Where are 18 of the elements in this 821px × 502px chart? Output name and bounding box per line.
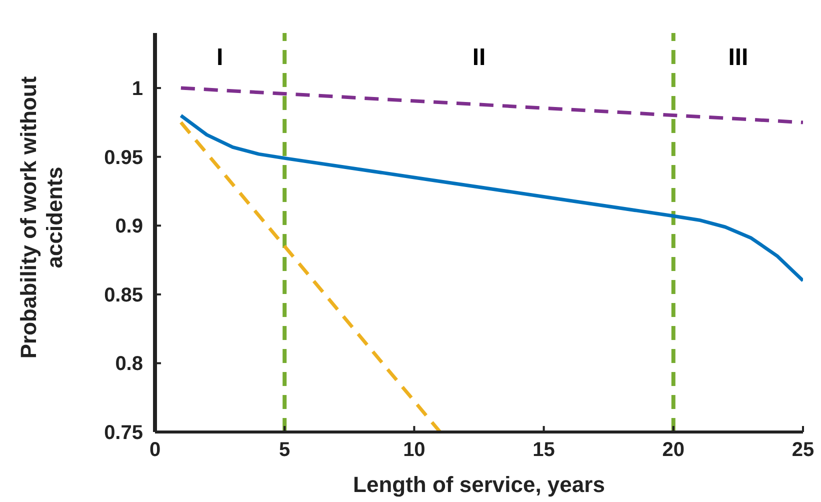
line-series	[179, 114, 803, 282]
y-tick-label: 0.95	[104, 146, 143, 169]
annotation: I	[216, 44, 224, 71]
y-tick-label: 0.8	[115, 353, 143, 376]
x-tick-label: 25	[792, 439, 814, 461]
x-tick-label: 20	[662, 439, 685, 461]
y-axis-title: Probability of work without accidents	[16, 76, 67, 359]
y-tick-label: 0.85	[104, 284, 143, 306]
annotation: III	[728, 44, 748, 71]
x-tick-label: 0	[149, 439, 161, 461]
y-tick-label: 0.9	[115, 216, 143, 238]
annotation: II	[472, 44, 486, 71]
x-tick-label: 5	[279, 439, 290, 461]
y-tick-label: 0.75	[104, 422, 143, 444]
y-tick-label: 1	[132, 78, 143, 100]
x-axis-title: Length of service, years	[353, 472, 605, 497]
x-tick-label: 10	[403, 439, 426, 461]
x-tick-label: 15	[532, 439, 555, 461]
